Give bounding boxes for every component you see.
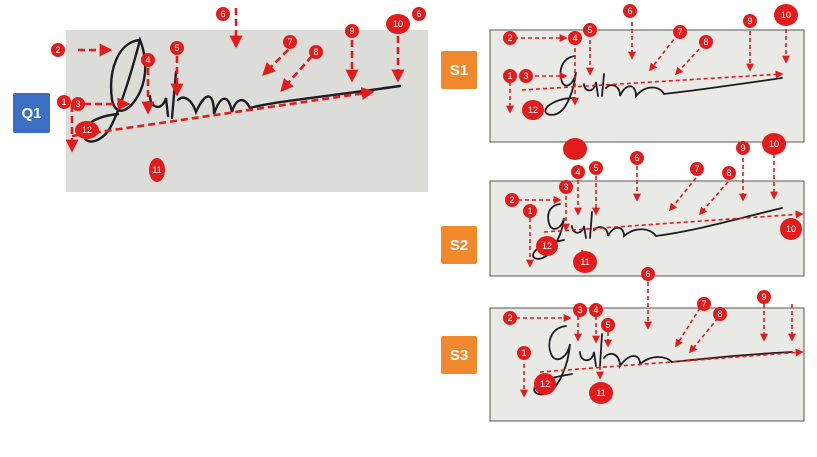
s1-arrows <box>506 22 790 114</box>
s1-marker-8: 8 <box>703 37 708 47</box>
s1-marker-6: 6 <box>627 6 632 16</box>
s1-marker-2: 2 <box>507 33 512 43</box>
s3-marker-3: 3 <box>577 305 582 315</box>
s1-marker-1: 1 <box>507 71 512 81</box>
s1-marker-5: 5 <box>587 25 592 35</box>
s1-marker-labels: 1 2 3 4 5 6 7 8 9 10 12 <box>507 6 791 115</box>
s3-marker-2: 2 <box>507 313 512 323</box>
s2-marker-3: 3 <box>563 182 568 192</box>
s1-marker-10: 10 <box>781 10 791 20</box>
s1-signature-image <box>489 29 805 143</box>
q1-marker-4: 4 <box>145 55 150 65</box>
s3-signature-ink <box>533 325 793 396</box>
s3-marker-4: 4 <box>593 305 598 315</box>
s2-marker-11: 11 <box>580 257 589 267</box>
s3-label: S3 <box>441 336 477 374</box>
q1-arrows <box>65 8 405 153</box>
q1-marker-6b: 6 <box>416 9 421 19</box>
s1-markers <box>503 4 798 120</box>
s3-markers <box>503 267 771 404</box>
s2-marker-1: 1 <box>527 206 532 216</box>
s1-marker-9: 9 <box>747 16 752 26</box>
s2-marker-12: 12 <box>542 241 552 251</box>
q1-marker-9: 9 <box>349 26 354 36</box>
s2-arrows <box>518 154 804 268</box>
s2-marker-4: 4 <box>575 167 580 177</box>
s3-marker-8: 8 <box>717 309 722 319</box>
q1-marker-1: 1 <box>61 97 66 107</box>
s1-marker-12: 12 <box>528 105 538 115</box>
q1-marker-3: 3 <box>75 99 80 109</box>
q1-marker-11: 11 <box>152 165 161 175</box>
s3-marker-6: 6 <box>645 269 650 279</box>
s1-marker-3: 3 <box>523 71 528 81</box>
s3-marker-11: 11 <box>596 388 605 398</box>
s1-label: S1 <box>441 51 477 89</box>
q1-marker-6: 6 <box>220 9 225 19</box>
s3-marker-7: 7 <box>701 299 706 309</box>
s3-marker-12: 12 <box>540 379 550 389</box>
s2-marker-10: 10 <box>769 139 779 149</box>
s2-marker-6: 6 <box>634 153 639 163</box>
s2-markers <box>505 133 802 273</box>
s2-signature-image <box>489 180 805 277</box>
q1-marker-10: 10 <box>393 19 403 29</box>
s2-marker-9: 9 <box>740 143 745 153</box>
s1-marker-7: 7 <box>677 27 682 37</box>
s2-marker-8: 8 <box>726 168 731 178</box>
s3-marker-1: 1 <box>521 348 526 358</box>
q1-marker-8: 8 <box>313 47 318 57</box>
q1-marker-2: 2 <box>55 45 60 55</box>
s3-marker-labels: 1 2 3 4 5 6 7 8 9 11 12 <box>507 269 766 398</box>
s2-marker-labels: 1 2 3 4 5 6 7 8 9 10 11 12 10 <box>509 139 796 267</box>
s3-arrows <box>516 282 804 398</box>
q1-marker-labels: 1 2 3 4 5 6 7 8 9 10 6 11 12 <box>55 9 421 175</box>
s2-marker-10b: 10 <box>786 224 796 234</box>
q1-markers <box>51 7 426 182</box>
q1-marker-5: 5 <box>174 43 179 53</box>
q1-marker-12: 12 <box>82 125 92 135</box>
s2-marker-5: 5 <box>593 163 598 173</box>
s2-label: S2 <box>441 226 477 264</box>
s2-marker-2: 2 <box>509 195 514 205</box>
s2-marker-7: 7 <box>694 164 699 174</box>
s3-marker-5: 5 <box>605 320 610 330</box>
s3-marker-9: 9 <box>761 292 766 302</box>
q1-label: Q1 <box>13 93 50 133</box>
s1-marker-4: 4 <box>572 33 577 43</box>
q1-marker-7: 7 <box>287 37 292 47</box>
